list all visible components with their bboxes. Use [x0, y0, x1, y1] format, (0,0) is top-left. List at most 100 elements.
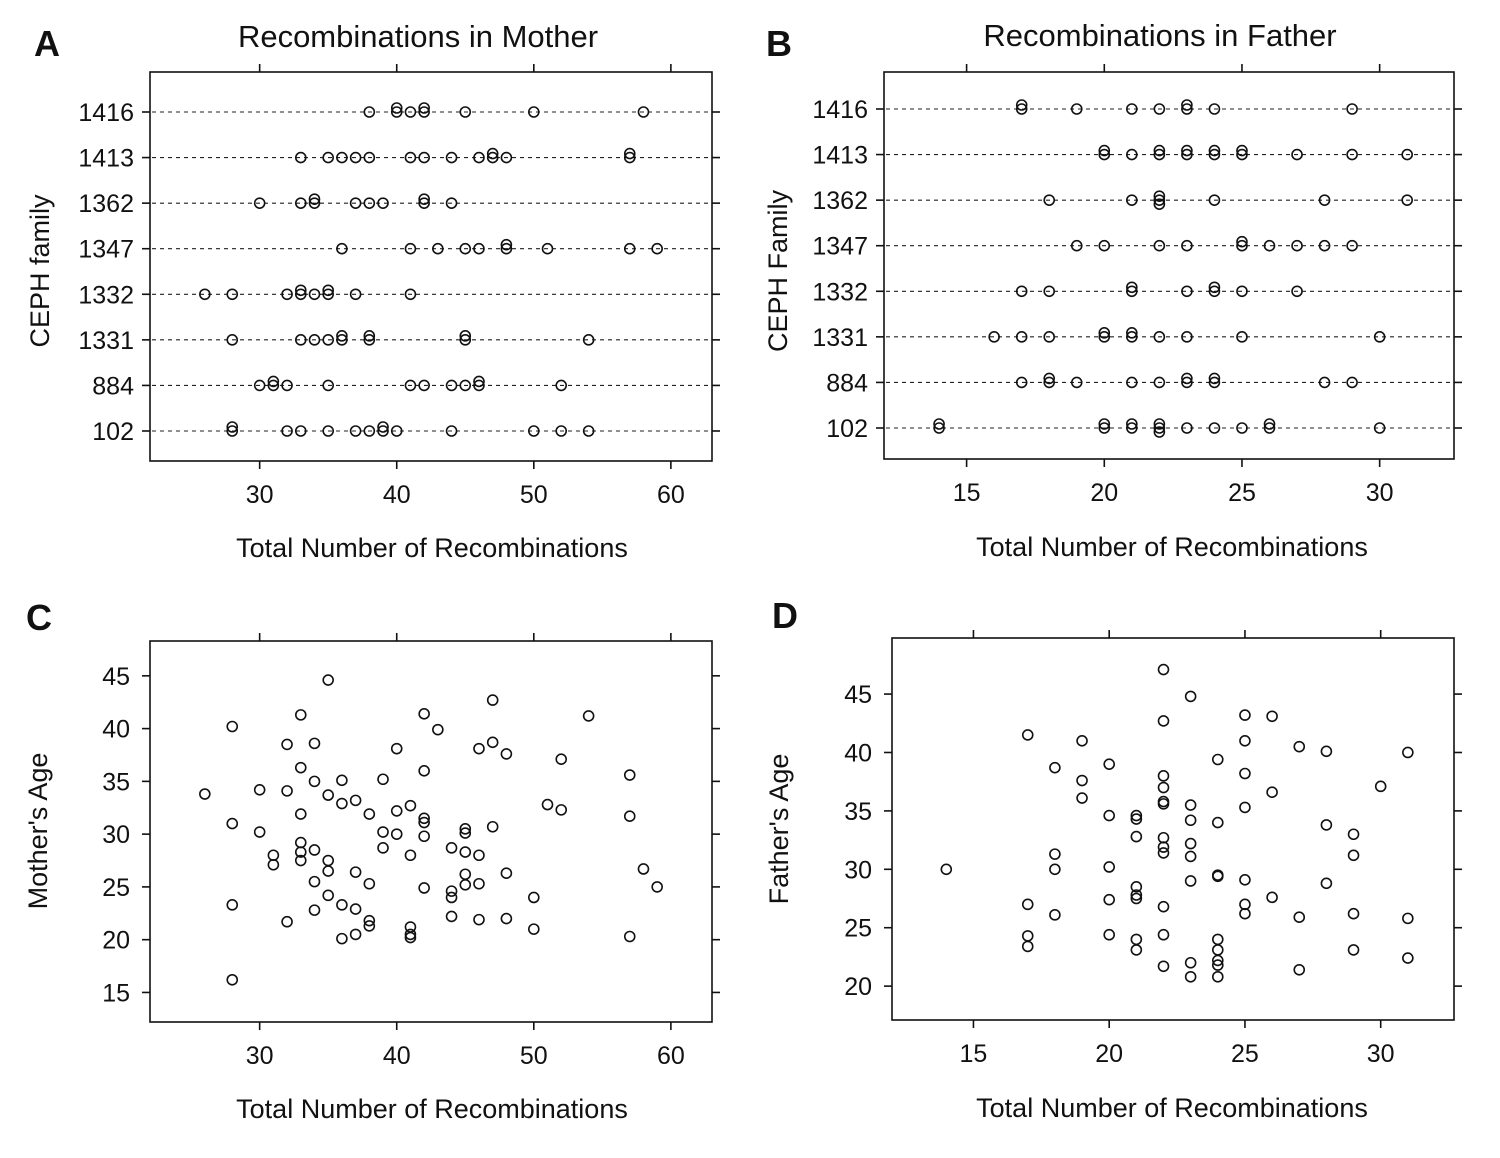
panel-d-data-point [1103, 928, 1115, 941]
panel-b-data-point [1015, 331, 1028, 343]
panel-c-data-point [623, 930, 636, 943]
panel-d-y-tick-label: 30 [844, 856, 872, 884]
panel-b-data-point [1208, 422, 1221, 434]
panel-d-data-point [1211, 970, 1224, 983]
panel-a-data-point [404, 106, 417, 118]
panel-a-y-tick-label: 102 [92, 418, 134, 446]
panel-b-data-point [1181, 239, 1193, 252]
panel-d-x-tick-label: 15 [960, 1040, 988, 1068]
panel-c-data-point [637, 863, 650, 875]
panel-a-data-point [294, 334, 307, 346]
panel-a-title: Recombinations in Mother [238, 19, 598, 54]
panel-c-data-point [199, 788, 211, 800]
panel-c-data-point [555, 753, 568, 766]
panel-d-data-point [1021, 898, 1034, 911]
panel-c-data-point [294, 854, 307, 867]
panel-d-data-point [1130, 809, 1143, 822]
panel-d-data-point [1239, 907, 1251, 920]
panel-c-x-axis-label: Total Number of Recombinations [236, 1094, 628, 1124]
panel-b-data-point [988, 331, 1000, 343]
panel-c-data-point [500, 912, 513, 925]
panel-c-data-point [445, 891, 458, 904]
panel-b-letter: B [766, 23, 792, 64]
panel-d-data-point [1266, 891, 1278, 904]
panel-b-data-point [1181, 285, 1193, 298]
panel-b-data-point [1126, 422, 1138, 434]
panel-c-data-point [267, 849, 280, 862]
panel-d-y-tick-label: 45 [844, 681, 872, 709]
panel-d-data-point [1320, 819, 1333, 831]
panel-a-data-point [322, 334, 334, 346]
panel-b-data-point [1236, 285, 1248, 298]
panel-b-data-point [1181, 331, 1193, 343]
panel-a-x-tick-label: 40 [383, 481, 411, 509]
panel-a-data-point [322, 151, 334, 164]
panel-b-y-tick-label: 1332 [812, 278, 868, 306]
panel-a-data-point [322, 284, 334, 297]
panel-a-data-point [582, 334, 595, 346]
panel-c-data-point [459, 868, 472, 881]
panel-b-y-tick-label: 1331 [812, 324, 868, 352]
panel-a-data-point [623, 242, 636, 255]
panel-d-data-point [1157, 847, 1170, 859]
panel-b-data-point [1236, 239, 1248, 252]
panel-c-y-tick-label: 35 [102, 768, 130, 796]
panel-b-data-point [1043, 331, 1056, 343]
panel-b-data-point [1263, 418, 1276, 430]
panel-c-data-point [390, 828, 403, 840]
panel-d-data-point [1266, 710, 1278, 723]
panel-b-data-point [1236, 144, 1248, 157]
panel-b-data-point [1318, 376, 1331, 389]
panel-c-data-point [418, 708, 430, 720]
panel-a-y-tick-label: 1347 [78, 236, 134, 264]
panel-c-data-point [473, 849, 485, 862]
panel-b-data-point [1126, 194, 1138, 206]
panel-a-data-point [500, 242, 513, 255]
panel-b-data-point [1126, 285, 1138, 298]
panel-c-data-point [363, 914, 376, 927]
panel-b-data-point [1181, 376, 1193, 389]
panel-b-data-point [1126, 327, 1138, 339]
panel-c-data-point [473, 742, 485, 755]
panel-b-data-point [1098, 144, 1111, 157]
panel-b-data-point [1098, 327, 1111, 339]
panel-c-data-point [459, 827, 472, 839]
panel-c-data-point [404, 849, 417, 862]
panel-b-data-point [1153, 331, 1166, 343]
panel-b-data-point [1236, 235, 1248, 248]
panel-d-data-point [1211, 959, 1224, 971]
panel-c-data-point [418, 812, 430, 825]
panel-b-x-tick-label: 30 [1366, 479, 1394, 507]
panel-a-y-axis-label: CEPH family [25, 194, 55, 348]
panel-b-data-point [1208, 376, 1221, 389]
panel-d-data-point [1184, 690, 1197, 703]
panel-b-data-point [1126, 103, 1138, 115]
panel-c-data-point [336, 797, 348, 810]
panel-c-data-point [623, 810, 636, 822]
panel-c: C 30 40 50 60 15 20 25 30 35 40 45 Total Number of… [23, 597, 720, 1124]
panel-b-data-point [1373, 331, 1386, 343]
panel-a-y-tick-label: 1332 [78, 281, 134, 309]
panel-b-data-point [1181, 99, 1193, 111]
panel-d-data-point [1130, 892, 1143, 905]
panel-b-data-point [1043, 194, 1056, 206]
panel-a-data-point [473, 151, 485, 164]
panel-c-data-point [486, 694, 499, 706]
panel-c-letter: C [26, 597, 52, 638]
panel-b-data-point [1126, 376, 1138, 389]
panel-a-y-tick-label: 884 [92, 372, 134, 400]
panel-c-data-point [308, 737, 321, 750]
panel-c-data-point [281, 915, 293, 928]
panel-d-data-point [1103, 809, 1115, 822]
panel-a-data-point [418, 197, 430, 209]
panel-d-x-tick-label: 20 [1095, 1040, 1123, 1068]
panel-d-data-point [1049, 909, 1061, 921]
panel-c-data-point [308, 904, 321, 916]
panel-c-data-point [226, 720, 239, 733]
panel-a-data-point [459, 379, 472, 392]
panel-d-letter: D [772, 595, 798, 636]
panel-b-data-point [1153, 422, 1166, 434]
panel-d-data-point [1211, 816, 1224, 829]
panel-c-data-point [349, 928, 362, 941]
panel-b-data-point [1126, 418, 1138, 430]
